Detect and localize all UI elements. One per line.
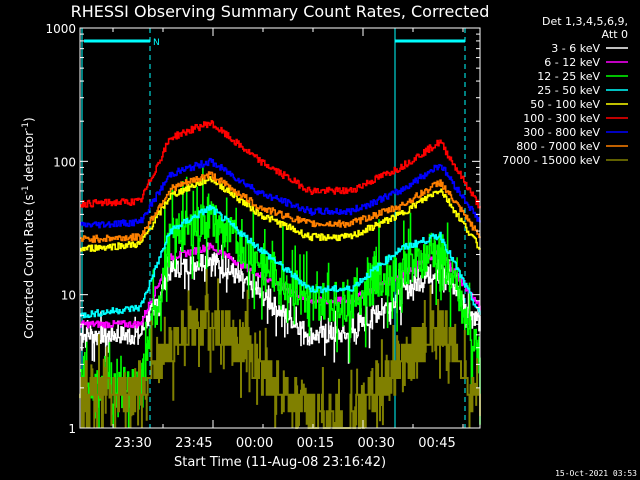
y-axis-label: Corrected Count Rate (s-1 detector-1) (21, 117, 36, 338)
legend-entry-label: 6 - 12 keV (544, 56, 600, 69)
y-tick-label: 10 (61, 289, 76, 303)
chart-title: RHESSI Observing Summary Count Rates, Co… (71, 2, 490, 21)
y-label-part-3: ) (22, 117, 36, 122)
x-tick-label: 00:45 (418, 436, 455, 451)
y-tick-label: 100 (53, 155, 76, 169)
y-label-part-2: detector (22, 131, 36, 186)
x-tick-label: 23:45 (175, 436, 212, 451)
series-line (80, 157, 481, 229)
series-line (80, 242, 481, 364)
series-5 (80, 120, 481, 209)
series-line (79, 269, 481, 429)
footer-timestamp: 15-Oct-2021 03:53 (555, 469, 637, 478)
plot-frame (79, 27, 481, 429)
y-tick-label: 1 (68, 422, 76, 436)
annotation-n: N (153, 38, 160, 48)
x-tick-label: 00:15 (297, 436, 334, 451)
legend-entry-label: 12 - 25 keV (537, 70, 600, 83)
x-tick-label: 00:00 (236, 436, 273, 451)
series-line (80, 120, 481, 209)
series-3 (80, 204, 481, 319)
y-tick-label: 1000 (45, 22, 76, 36)
series-4 (80, 176, 481, 252)
axes: 1 10 100 1000 23:30 23:45 00:00 00:15 00:30 00:45 (45, 22, 481, 451)
series-8 (79, 269, 481, 429)
legend-entry-label: 800 - 7000 keV (516, 140, 600, 153)
legend-entry-label: 7000 - 15000 keV (502, 154, 600, 167)
series-line (80, 176, 481, 252)
y-label-sup-1: -1 (21, 185, 31, 194)
y-label-part-1: Corrected Count Rate (s (22, 194, 36, 338)
x-axis-label: Start Time (11-Aug-08 23:16:42) (174, 455, 386, 470)
y-label-sup-2: -1 (21, 122, 31, 131)
x-tick-label: 00:30 (357, 436, 394, 451)
legend-header-line-2: Att 0 (602, 28, 628, 41)
legend-entry-label: 100 - 300 keV (523, 112, 600, 125)
legend-entry-label: 25 - 50 keV (537, 84, 600, 97)
series-6 (80, 157, 481, 229)
plot-area: N (79, 28, 481, 429)
legend-entry-label: 300 - 800 keV (523, 126, 600, 139)
series-7 (80, 171, 481, 243)
legend-entry-label: 3 - 6 keV (551, 42, 600, 55)
x-tick-label: 23:30 (114, 436, 151, 451)
series-line (80, 171, 481, 243)
legend-header-line-1: Det 1,3,4,5,6,9, (542, 15, 628, 28)
legend-entry-label: 50 - 100 keV (530, 98, 600, 111)
series-line (80, 204, 481, 319)
series-0 (80, 242, 481, 364)
